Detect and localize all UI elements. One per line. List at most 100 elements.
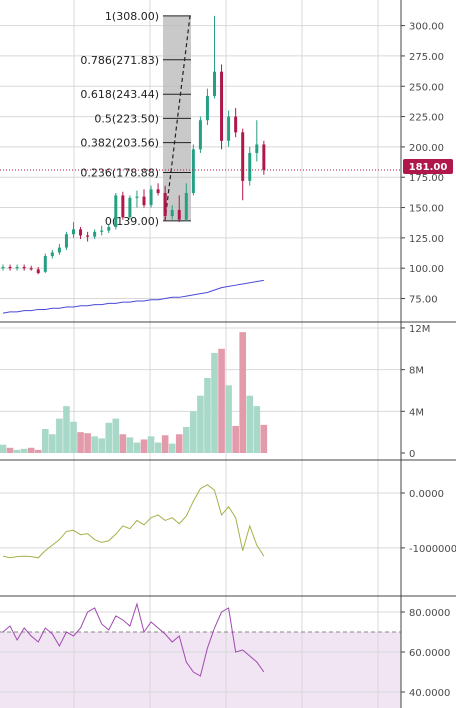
volume-bar [239, 332, 246, 453]
volume-bar [154, 442, 162, 453]
volume-bar [6, 447, 14, 453]
volume-bar [175, 434, 183, 453]
candle-body [177, 209, 181, 220]
candle-body [1, 266, 5, 269]
volume-bar [91, 436, 98, 453]
axis-tick-label: 275.00 [409, 52, 444, 63]
price-axis[interactable]: 300.00 275.00 250.00 225.00 200.00 175.00 150.… [401, 22, 456, 699]
volume-bar [42, 429, 49, 453]
volume-bar [218, 348, 225, 453]
volume-bar [197, 395, 204, 453]
candle-body [72, 229, 75, 235]
volume-bar [211, 352, 218, 453]
fib-level-label: 0.5(223.50) [94, 112, 159, 125]
axis-tick-label: 60.0000 [409, 648, 450, 659]
candle-body [57, 247, 61, 253]
axis-tick-label: 100.00 [409, 264, 444, 275]
volume-bar [56, 418, 63, 453]
candle-body [36, 269, 40, 274]
current-price-tag-label: 181.00 [409, 162, 448, 173]
candle-body [170, 209, 174, 217]
obv-line [2, 484, 265, 559]
volume-bar [253, 406, 261, 453]
volume-bar [20, 448, 28, 453]
candle-body [22, 266, 26, 269]
volume-bar [190, 411, 197, 453]
candle-body [234, 116, 238, 133]
panel-backgrounds [0, 632, 401, 708]
volume-bar [260, 424, 268, 453]
candle-body [163, 192, 167, 217]
volume-bar [63, 406, 70, 453]
price-panel[interactable] [0, 15, 401, 314]
axis-tick-label: 200.00 [409, 143, 444, 154]
current-price-tag-bg [403, 159, 453, 174]
candle-body [128, 197, 132, 218]
candle-body [205, 95, 209, 121]
candle-body [255, 144, 259, 153]
volume-bar [98, 438, 105, 453]
fibonacci-retracement[interactable]: 1(308.00) 0.786(271.83) 0.618(243.44) 0.5(2… [80, 10, 191, 228]
fib-level-label: 0.236(178.88) [80, 167, 159, 180]
candle-body [184, 192, 188, 220]
rsi-band-fill [0, 632, 401, 708]
axis-tick-label: 8M [409, 366, 424, 377]
fib-level-label: 0(139.00) [105, 215, 159, 228]
candle-body [43, 256, 47, 272]
volume-bar [84, 433, 91, 453]
candle-body [227, 116, 231, 141]
axis-tick-label: 75.00 [409, 295, 438, 306]
candle-body [220, 71, 224, 141]
candle-body [191, 149, 195, 193]
candle-body [29, 268, 33, 270]
volume-bar [119, 434, 127, 453]
volume-bar [27, 447, 35, 453]
candle-body [241, 132, 245, 181]
axis-tick-label: 125.00 [409, 234, 444, 245]
axis-tick-label: 0.0000 [409, 489, 444, 500]
candle-body [15, 266, 19, 269]
volume-bar [140, 439, 148, 453]
rsi-line [2, 602, 265, 677]
volume-bar [13, 449, 21, 453]
axis-tick-label: 12M [409, 324, 430, 335]
axis-tick-label: 250.00 [409, 82, 444, 93]
rsi-panel[interactable] [0, 602, 401, 677]
volume-bar [168, 443, 176, 453]
axis-tick-label: 300.00 [409, 22, 444, 33]
grid-lines [0, 0, 401, 708]
volume-bar [183, 426, 190, 453]
candle-body [149, 189, 153, 206]
volume-bar [246, 395, 254, 453]
candle-body [135, 196, 139, 198]
candle-body [93, 231, 97, 237]
axis-tick-label: -1000000 [409, 544, 456, 555]
candle-body [142, 196, 146, 206]
candle-body [8, 266, 12, 269]
obv-panel[interactable] [2, 484, 265, 559]
volume-bar [232, 425, 239, 453]
candle-body [86, 235, 90, 237]
candle-body [50, 252, 54, 257]
candle-body [64, 234, 68, 248]
volume-bar [204, 377, 211, 453]
volume-bar [70, 421, 77, 453]
axis-tick-label: 40.0000 [409, 688, 450, 699]
volume-bar [133, 442, 141, 453]
candle-body [213, 71, 216, 96]
volume-bar [0, 444, 7, 453]
volume-bar [77, 432, 84, 453]
axis-tick-label: 225.00 [409, 113, 444, 124]
volume-bar [49, 434, 56, 453]
fib-level-label: 0.786(271.83) [80, 54, 159, 67]
volume-bar [147, 436, 155, 453]
candle-body [79, 229, 83, 236]
candle-body [156, 189, 160, 193]
volume-bar [161, 435, 169, 453]
volume-bar [225, 385, 232, 453]
volume-panel[interactable] [0, 332, 268, 453]
axis-tick-label: 175.00 [409, 173, 444, 184]
fib-level-label: 0.382(203.56) [80, 137, 159, 150]
